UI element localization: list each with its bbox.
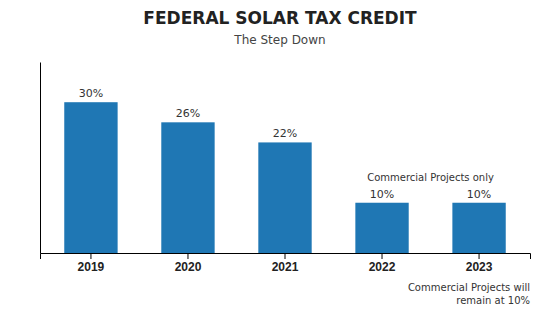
x-tick: 2023 [466, 253, 493, 274]
x-tick-mark [90, 253, 91, 259]
x-tick-mark [285, 253, 286, 259]
x-tick: 2019 [78, 253, 105, 274]
annotation: Commercial Projects only [367, 172, 494, 183]
data-labels: 30% 26% 22% 10% 10% [79, 87, 492, 201]
bar [64, 102, 117, 253]
subtitle: The Step Down [233, 33, 325, 47]
x-tick-label: 2022 [369, 260, 396, 274]
bar [161, 122, 214, 253]
data-label: 10% [370, 188, 394, 201]
y-axis [40, 63, 41, 254]
x-tick-mark [187, 253, 188, 259]
data-label: 30% [79, 87, 103, 100]
plot: 2019 2020 2021 2022 2023 30% 26% 22% 10% 10% Comme… [41, 63, 531, 274]
x-tick-label: 2020 [175, 260, 202, 274]
bars [64, 102, 505, 253]
data-label: 26% [176, 107, 200, 120]
y-axis-line [40, 63, 41, 254]
x-tick: 2020 [175, 253, 202, 274]
chart: FEDERAL SOLAR TAX CREDIT The Step Down 201… [0, 0, 560, 315]
x-axis-line [41, 254, 531, 260]
bar [355, 203, 408, 253]
x-tick: 2022 [369, 253, 396, 274]
annotation: Commercial Projects willremain at 10% [408, 282, 530, 306]
x-tick: 2021 [272, 253, 299, 274]
x-tick-label: 2021 [272, 260, 299, 274]
data-label: 22% [273, 127, 297, 140]
x-axis: 2019 2020 2021 2022 2023 [41, 253, 531, 274]
x-tick-mark [382, 253, 383, 259]
data-label: 10% [467, 188, 491, 201]
bar [452, 203, 505, 253]
x-tick-mark [479, 253, 480, 259]
x-tick-label: 2023 [466, 260, 493, 274]
bar [258, 142, 311, 253]
title: FEDERAL SOLAR TAX CREDIT [143, 8, 417, 28]
x-tick-label: 2019 [78, 260, 105, 274]
